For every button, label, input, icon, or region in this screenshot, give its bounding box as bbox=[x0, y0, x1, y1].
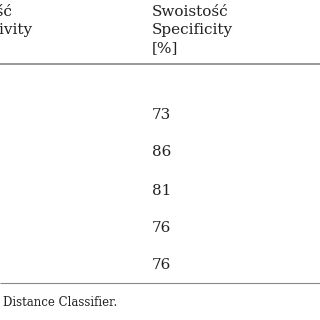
Text: [%]: [%] bbox=[152, 41, 178, 55]
Text: Swoistość: Swoistość bbox=[152, 5, 228, 19]
Text: Czułość: Czułość bbox=[0, 5, 12, 19]
Text: 76: 76 bbox=[152, 258, 172, 272]
Text: Sensitivity: Sensitivity bbox=[0, 23, 33, 37]
Text: 73: 73 bbox=[152, 108, 171, 122]
Text: Specificity: Specificity bbox=[152, 23, 233, 37]
Text: 81: 81 bbox=[152, 184, 172, 198]
Text: 76: 76 bbox=[152, 221, 172, 235]
Text: 86: 86 bbox=[152, 145, 172, 159]
Text: Distance Classifier.: Distance Classifier. bbox=[3, 295, 117, 308]
